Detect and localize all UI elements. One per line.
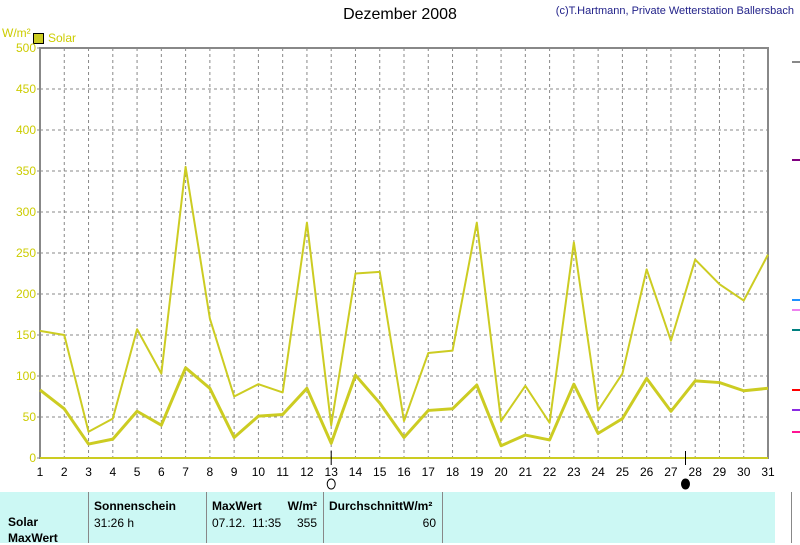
side-divider [791,492,792,543]
y-tick-label: 350 [16,164,36,178]
y-tick-label: 300 [16,205,36,219]
x-tick-label: 5 [134,465,141,479]
x-tick-label: 25 [616,465,630,479]
legend-swatch [33,32,44,44]
max-col: MaxWert W/m² 07.12. 11:35 355 [206,492,324,543]
legend: Solar [33,31,76,45]
x-tick-label: 22 [543,465,557,479]
x-tick-label: 10 [252,465,266,479]
legend-label: Solar [48,31,77,45]
x-tick-label: 15 [373,465,387,479]
y-tick-label: 450 [16,82,36,96]
avg-header: DurchschnittW/m² [329,499,433,513]
x-tick-label: 9 [231,465,238,479]
x-tick-label: 6 [158,465,165,479]
avg-value: 60 [422,516,436,530]
row-label-maxwert: MaxWert [8,531,58,545]
x-tick-label: 3 [85,465,92,479]
row-label-solar: Solar [8,515,39,529]
max-value: 355 [296,516,317,530]
sunshine-value: 31:26 h [94,516,135,530]
x-tick-label: 13 [325,465,339,479]
x-tick-label: 8 [207,465,214,479]
x-tick-label: 1 [37,465,44,479]
row-labels-col: Solar MaxWert [0,492,89,545]
x-tick-label: 23 [567,465,581,479]
x-tick-label: 20 [494,465,508,479]
x-tick-label: 16 [397,465,411,479]
x-tick-label: 26 [640,465,654,479]
x-tick-label: 30 [737,465,751,479]
y-tick-label: 250 [16,246,36,260]
y-tick-label: 500 [16,41,36,55]
y-tick-label: 200 [16,287,36,301]
series-line-solar-maxwert [39,165,769,433]
x-tick-label: 4 [109,465,116,479]
avg-col: DurchschnittW/m² 60 [323,492,443,543]
y-tick-label: 0 [29,451,36,465]
max-time: 07.12. 11:35 [212,516,282,530]
sunshine-header: Sonnenschein [94,499,177,513]
chart-title: Dezember 2008 [343,6,457,23]
x-tick-label: 24 [591,465,605,479]
x-tick-label: 11 [276,465,289,479]
y-tick-label: 100 [16,369,36,383]
credit-text: (c)T.Hartmann, Private Wetterstation Bal… [555,5,794,17]
y-tick-label: 400 [16,123,36,137]
sunshine-col: Sonnenschein 31:26 h [88,492,207,543]
x-tick-label: 18 [446,465,460,479]
x-tick-label: 12 [300,465,314,479]
max-unit: W/m² [287,499,317,513]
chart-area: 1 2 3 4 5 6 7 8 9 10 11 12 13 14 15 16 17 18 19 20 21 22 23 24 2… [16,41,800,490]
y-tick-label: 50 [23,410,37,424]
y-tick-label: 150 [16,328,36,342]
summary-table: Solar MaxWert Sonnenschein 31:26 h MaxWe… [0,492,775,545]
x-tick-label: 17 [422,465,436,479]
new-moon-icon [680,478,690,490]
x-tick-label: 2 [61,465,68,479]
x-tick-label: 31 [761,465,775,479]
max-header: MaxWert [212,499,262,513]
x-tick-label: 14 [349,465,363,479]
x-tick-label: 7 [182,465,189,479]
series-line-solar [39,366,769,448]
x-tick-label: 21 [519,465,533,479]
x-tick-label: 29 [713,465,727,479]
x-tick-label: 27 [664,465,678,479]
y-axis-label: W/m² [2,26,31,40]
x-tick-label: 19 [470,465,484,479]
x-tick-label: 28 [689,465,703,479]
full-moon-icon [326,478,336,490]
